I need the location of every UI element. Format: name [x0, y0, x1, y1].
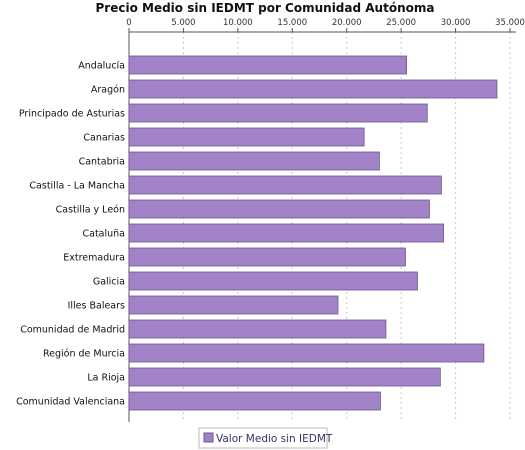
- category-labels: Andalucía Aragón Principado de Asturias Can…: [16, 61, 125, 408]
- x-tick-label: 20.000: [332, 18, 362, 28]
- category-label: Andalucía: [78, 61, 125, 72]
- legend: Valor Medio sin IEDMT: [198, 427, 333, 449]
- bar: [128, 199, 430, 219]
- bar: [128, 103, 428, 123]
- x-tick-label: 25.000: [386, 18, 416, 28]
- x-tick-label: 30.000: [441, 18, 471, 28]
- x-tick-label: 10.000: [223, 18, 253, 28]
- x-tick-label: 0: [126, 18, 131, 28]
- x-axis: 0 5.000 10.000 15.000 20.000 25.000 30.000 35.0…: [126, 18, 525, 422]
- category-label: Galicia: [93, 277, 125, 288]
- x-tick-label: 35.000: [495, 18, 525, 28]
- bars: [128, 55, 498, 411]
- bar: [128, 79, 498, 99]
- bar: [128, 295, 339, 315]
- bar: [128, 55, 407, 75]
- x-tick-label: 5.000: [171, 18, 195, 28]
- bar: [128, 367, 441, 387]
- category-label: Comunidad Valenciana: [16, 397, 125, 408]
- legend-swatch: [203, 432, 214, 443]
- bar: [128, 127, 365, 147]
- category-label: Región de Murcia: [43, 349, 125, 360]
- category-label: Castilla - La Mancha: [29, 181, 125, 192]
- category-label: Principado de Asturias: [19, 109, 125, 120]
- category-label: Cataluña: [82, 229, 125, 240]
- category-label: Extremadura: [63, 253, 125, 264]
- chart-title: Precio Medio sin IEDMT por Comunidad Aut…: [96, 1, 435, 15]
- category-label: Illes Balears: [68, 301, 125, 312]
- category-label: Castilla y León: [56, 205, 125, 216]
- bar: [128, 223, 444, 243]
- legend-box: [198, 427, 328, 449]
- bar: [128, 247, 406, 267]
- bar: [128, 319, 387, 339]
- category-label: Comunidad de Madrid: [20, 325, 125, 336]
- x-tick-label: 15.000: [277, 18, 307, 28]
- bar: [128, 175, 442, 195]
- bar: [128, 271, 418, 291]
- bar: [128, 391, 381, 411]
- category-label: Aragón: [91, 85, 125, 96]
- category-label: La Rioja: [87, 373, 125, 384]
- category-label: Canarias: [83, 133, 125, 144]
- category-label: Cantabria: [79, 157, 125, 168]
- bar: [128, 151, 380, 171]
- legend-label: Valor Medio sin IEDMT: [216, 433, 333, 445]
- bar: [128, 343, 485, 363]
